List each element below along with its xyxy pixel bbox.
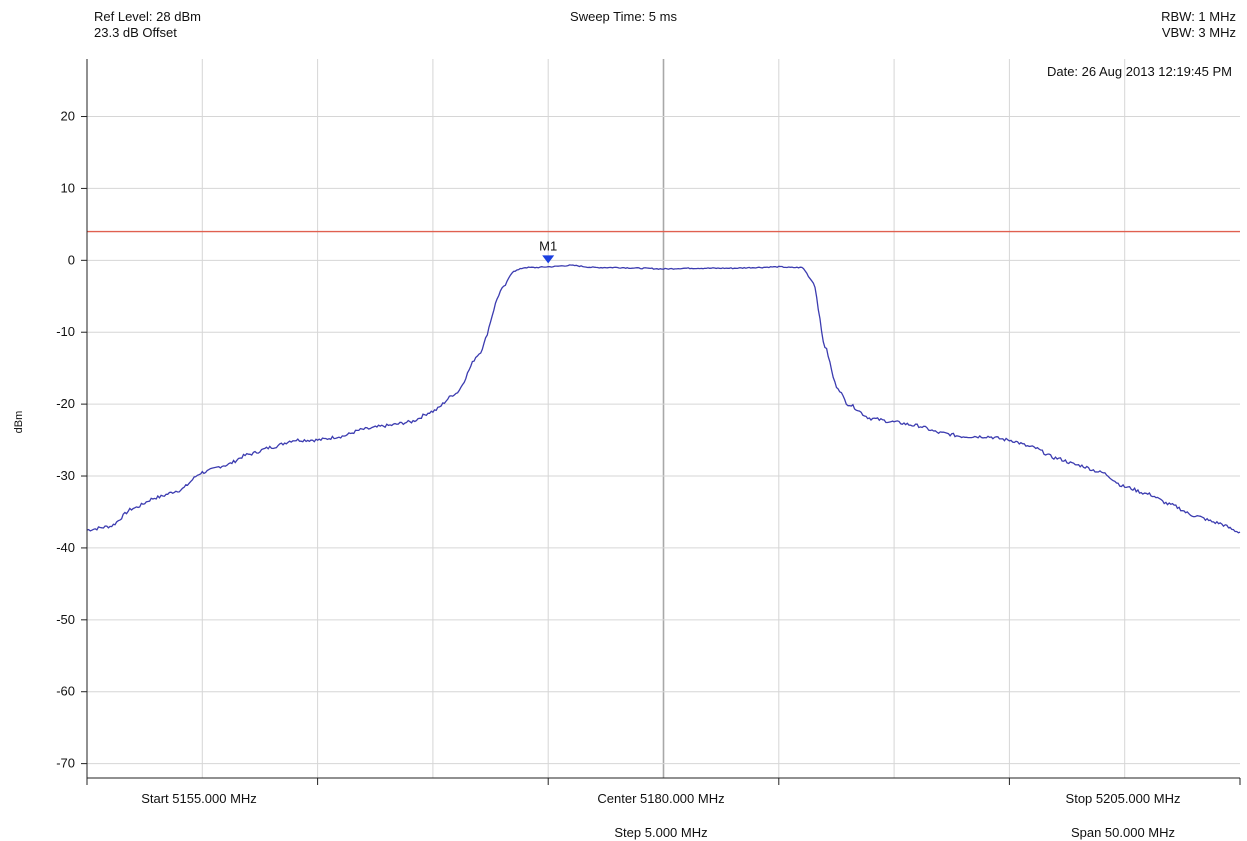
- date-label: Date: 26 Aug 2013 12:19:45 PM: [1046, 64, 1232, 79]
- marker-m1-triangle: [542, 255, 555, 264]
- header-right: RBW: 1 MHz VBW: 3 MHz: [1161, 9, 1236, 41]
- header-center: Sweep Time: 5 ms: [0, 9, 1247, 25]
- sweep-time-label: Sweep Time: 5 ms: [570, 9, 677, 24]
- y-tick-label: -70: [56, 756, 75, 771]
- center-freq-label: Center 5180.000 MHz: [597, 791, 724, 806]
- y-tick-label: -10: [56, 324, 75, 339]
- y-tick-label: -50: [56, 612, 75, 627]
- rbw-label: RBW: 1 MHz: [1161, 9, 1236, 24]
- y-tick-label: 10: [61, 180, 75, 195]
- stop-freq-label: Stop 5205.000 MHz: [1066, 791, 1181, 806]
- step-label: Step 5.000 MHz: [614, 825, 707, 840]
- marker-m1-label: M1: [539, 238, 557, 253]
- ref-level-label: Ref Level: 28 dBm: [94, 9, 201, 24]
- trace-layer: [86, 264, 1241, 534]
- start-freq-label: Start 5155.000 MHz: [141, 791, 257, 806]
- y-tick-label: 0: [68, 252, 75, 267]
- y-tick-label: -60: [56, 684, 75, 699]
- vbw-label: VBW: 3 MHz: [1161, 25, 1236, 40]
- y-tick-label: -40: [56, 540, 75, 555]
- y-axis-title: dBm: [13, 411, 25, 434]
- header-left: Ref Level: 28 dBm 23.3 dB Offset: [94, 9, 201, 41]
- spectrum-trace: [86, 264, 1241, 534]
- offset-label: 23.3 dB Offset: [94, 25, 177, 40]
- marker-layer: M1: [539, 238, 557, 264]
- y-tick-label: 20: [61, 109, 75, 124]
- y-tick-label: -30: [56, 468, 75, 483]
- grid-layer: [87, 59, 1240, 778]
- y-tick-label: -20: [56, 396, 75, 411]
- axis-layer: 20 10 0 -10 -20 -30 -40 -50 -60 -70: [56, 59, 1241, 785]
- span-label: Span 50.000 MHz: [1071, 825, 1175, 840]
